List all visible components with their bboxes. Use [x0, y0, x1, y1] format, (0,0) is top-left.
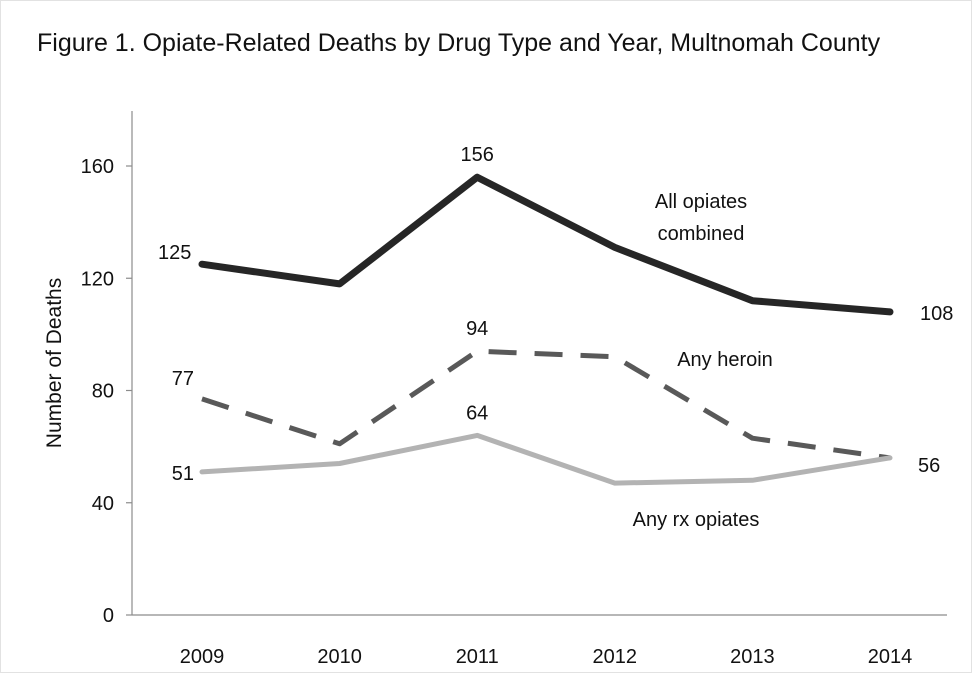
chart-title: Figure 1. Opiate-Related Deaths by Drug …	[37, 29, 881, 57]
y-tick-label: 160	[81, 156, 114, 178]
y-tick-label: 40	[92, 493, 114, 515]
x-tick-label: 2013	[730, 646, 775, 668]
data-label: 51	[172, 463, 194, 485]
data-label: 94	[466, 318, 488, 340]
y-tick-label: 80	[92, 381, 114, 403]
series-line-2	[201, 348, 891, 461]
y-axis-title: Number of Deaths	[43, 278, 66, 448]
series-label: Any heroin	[677, 349, 773, 371]
x-tick-label: 2009	[180, 646, 225, 668]
data-label: 156	[461, 144, 494, 166]
data-label: 77	[172, 368, 194, 390]
data-label: 108	[920, 303, 953, 325]
x-tick-label: 2011	[456, 646, 499, 668]
x-tick-label: 2012	[593, 646, 638, 668]
series-line-1	[198, 173, 894, 316]
series-line-3	[199, 432, 893, 486]
series-label: combined	[658, 223, 745, 245]
series-label: Any rx opiates	[633, 509, 760, 531]
series-label: All opiates	[655, 191, 747, 213]
data-label: 64	[466, 402, 488, 424]
data-label: 125	[158, 242, 191, 264]
data-label: 56	[918, 455, 940, 477]
x-tick-label: 2010	[317, 646, 362, 668]
y-tick-label: 0	[103, 605, 114, 627]
y-tick-label: 120	[81, 268, 114, 290]
x-tick-label: 2014	[868, 646, 913, 668]
